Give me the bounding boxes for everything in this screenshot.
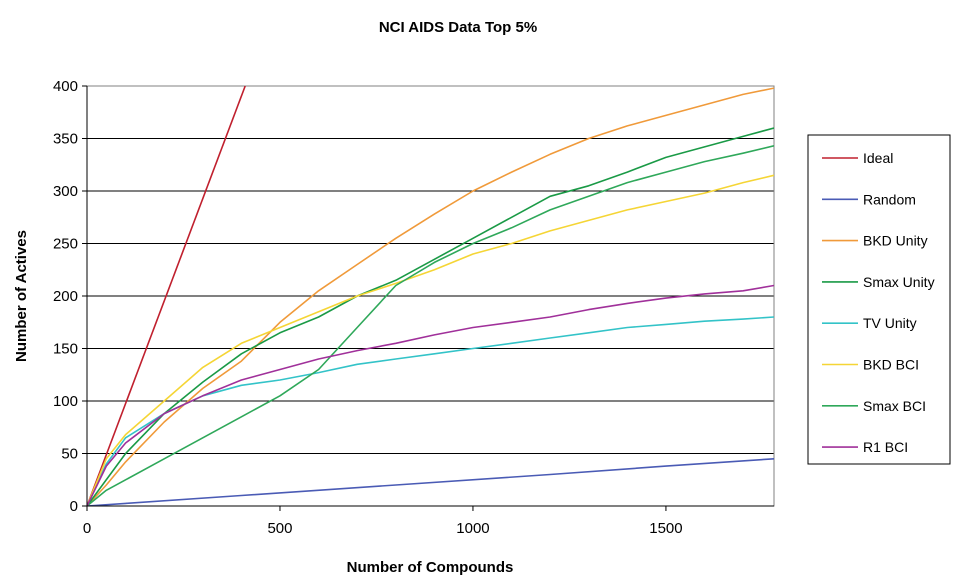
y-tick-label: 250 [53, 236, 78, 253]
y-tick-label: 150 [53, 341, 78, 358]
chart-title: NCI AIDS Data Top 5% [379, 19, 537, 36]
legend-items: Ideal Random BKD Unity Smax Unity TV Unity BK… [822, 150, 935, 455]
legend-label: BKD BCI [863, 357, 919, 373]
tick-labels: 0 50 100 150 200 250 300 350 400 0 500 1000 1500 [53, 78, 683, 537]
legend: Ideal Random BKD Unity Smax Unity TV Unity BK… [807, 134, 951, 465]
legend-label: Random [863, 191, 916, 207]
series-line-random [87, 458, 774, 506]
series-line-smax-bci [87, 145, 774, 506]
legend-label: TV Unity [863, 315, 917, 331]
x-tick-label: 1500 [649, 520, 682, 537]
series-lines [87, 86, 774, 506]
series-line-bkd-bci [87, 174, 774, 506]
y-tick-label: 350 [53, 131, 78, 148]
series-line-bkd-unity [87, 87, 774, 506]
legend-label: Smax Unity [863, 274, 935, 290]
y-tick-label: 200 [53, 288, 78, 305]
x-tick-label: 1000 [456, 520, 489, 537]
series-line-smax-unity [87, 127, 774, 506]
series-line-tv-unity [87, 316, 774, 506]
series-line-ideal [87, 86, 246, 506]
x-axis-title: Number of Compounds [347, 559, 514, 576]
y-tick-label: 50 [61, 446, 78, 463]
y-tick-label: 400 [53, 78, 78, 95]
gridlines [87, 138, 774, 454]
y-axis-title: Number of Actives [13, 230, 30, 362]
x-tick-label: 500 [267, 520, 292, 537]
legend-label: BKD Unity [863, 233, 928, 249]
series-line-r1-bci [87, 284, 774, 506]
legend-label: Smax BCI [863, 398, 926, 414]
y-tick-label: 0 [70, 498, 78, 515]
y-tick-label: 300 [53, 183, 78, 200]
x-tick-label: 0 [83, 520, 91, 537]
legend-box [807, 134, 951, 465]
legend-label: R1 BCI [863, 439, 908, 455]
legend-label: Ideal [863, 150, 893, 166]
y-tick-label: 100 [53, 393, 78, 410]
